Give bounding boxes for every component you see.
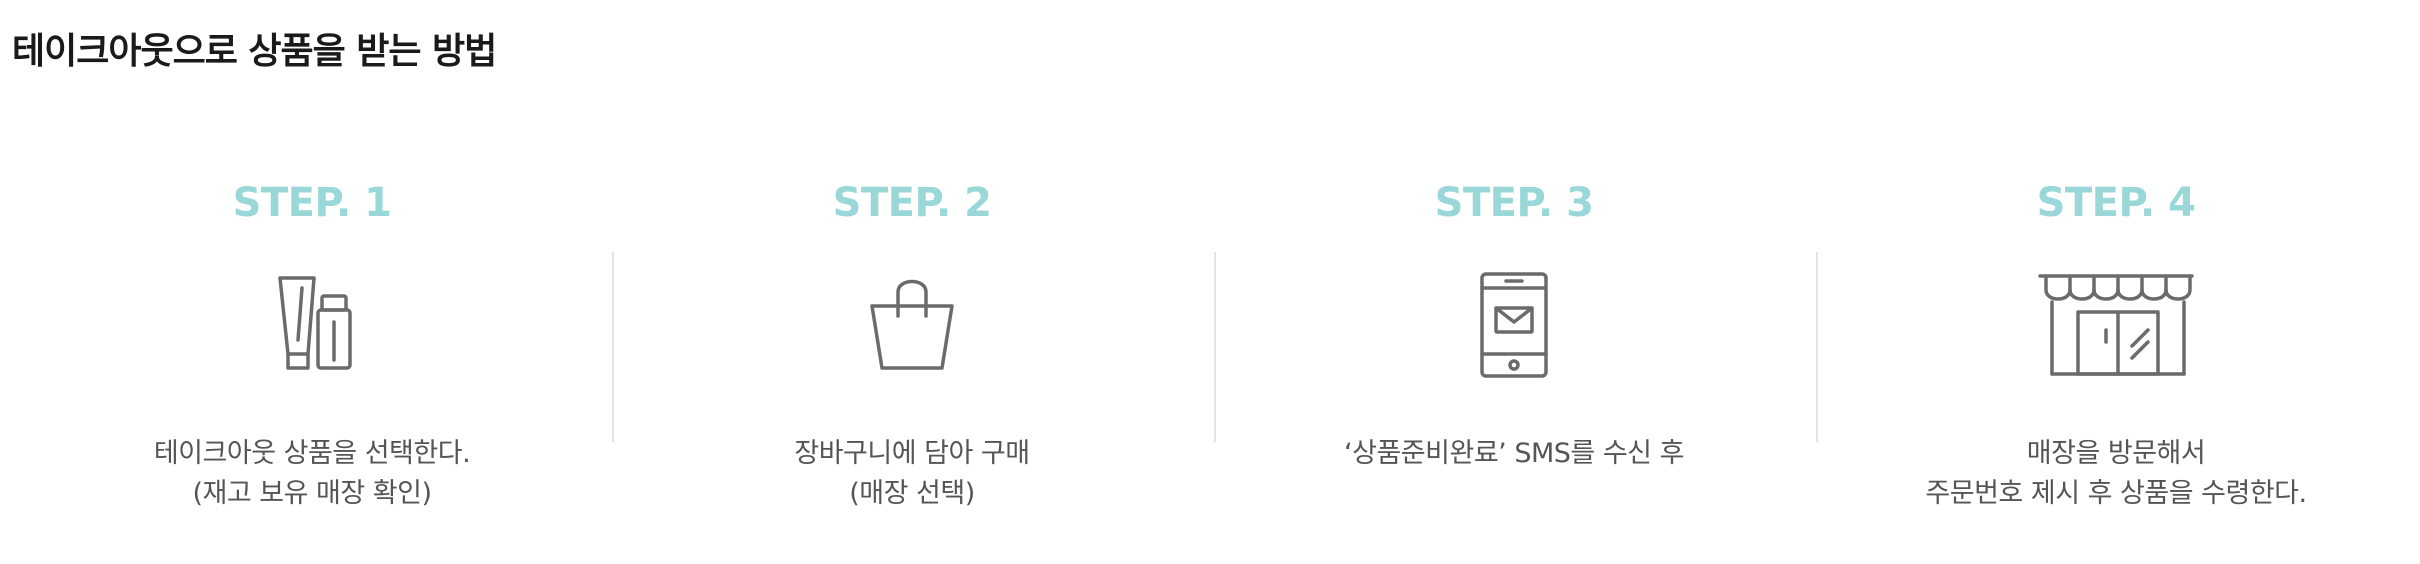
steps-row: STEP. 1 테이크아웃 상품을 선택한다. (재고 보유 매장 확인) ST… bbox=[0, 170, 2420, 530]
step-label: STEP. 4 bbox=[2036, 180, 2196, 226]
shopping-bag-icon bbox=[870, 279, 954, 370]
step-label: STEP. 3 bbox=[1434, 180, 1594, 226]
step-divider bbox=[1214, 252, 1216, 442]
step-label: STEP. 2 bbox=[832, 180, 992, 226]
step-label: STEP. 1 bbox=[232, 180, 392, 226]
step-description-line: 테이크아웃 상품을 선택한다. bbox=[153, 438, 471, 469]
step-description-line: 주문번호 제시 후 상품을 수령한다. bbox=[1925, 478, 2307, 509]
step-description: 장바구니에 담아 구매 (매장 선택) bbox=[612, 434, 1212, 514]
step-1: STEP. 1 테이크아웃 상품을 선택한다. (재고 보유 매장 확인) bbox=[12, 170, 612, 530]
step-description: 테이크아웃 상품을 선택한다. (재고 보유 매장 확인) bbox=[12, 434, 612, 514]
page-title: 테이크아웃으로 상품을 받는 방법 bbox=[12, 31, 497, 72]
step-description-line: 매장을 방문해서 bbox=[2026, 438, 2206, 469]
step-description-line: (재고 보유 매장 확인) bbox=[192, 478, 432, 509]
step-4: STEP. 4 매장을 방문해서 주문번호 제시 후 상품을 수령한다. bbox=[1816, 170, 2416, 530]
store-icon bbox=[2038, 274, 2194, 376]
phone-sms-icon bbox=[1480, 272, 1548, 378]
step-description-line: 장바구니에 담아 구매 bbox=[794, 438, 1030, 469]
step-2: STEP. 2 장바구니에 담아 구매 (매장 선택) bbox=[612, 170, 1212, 530]
step-description-line: (매장 선택) bbox=[849, 478, 975, 509]
cosmetics-icon bbox=[278, 276, 352, 370]
step-3: STEP. 3 ‘상품준비완료’ SMS를 수신 후 bbox=[1214, 170, 1814, 530]
step-divider bbox=[612, 252, 614, 442]
step-divider bbox=[1816, 252, 1818, 442]
step-description: ‘상품준비완료’ SMS를 수신 후 bbox=[1214, 434, 1814, 474]
step-description: 매장을 방문해서 주문번호 제시 후 상품을 수령한다. bbox=[1816, 434, 2416, 514]
step-description-line: ‘상품준비완료’ SMS를 수신 후 bbox=[1344, 438, 1684, 469]
